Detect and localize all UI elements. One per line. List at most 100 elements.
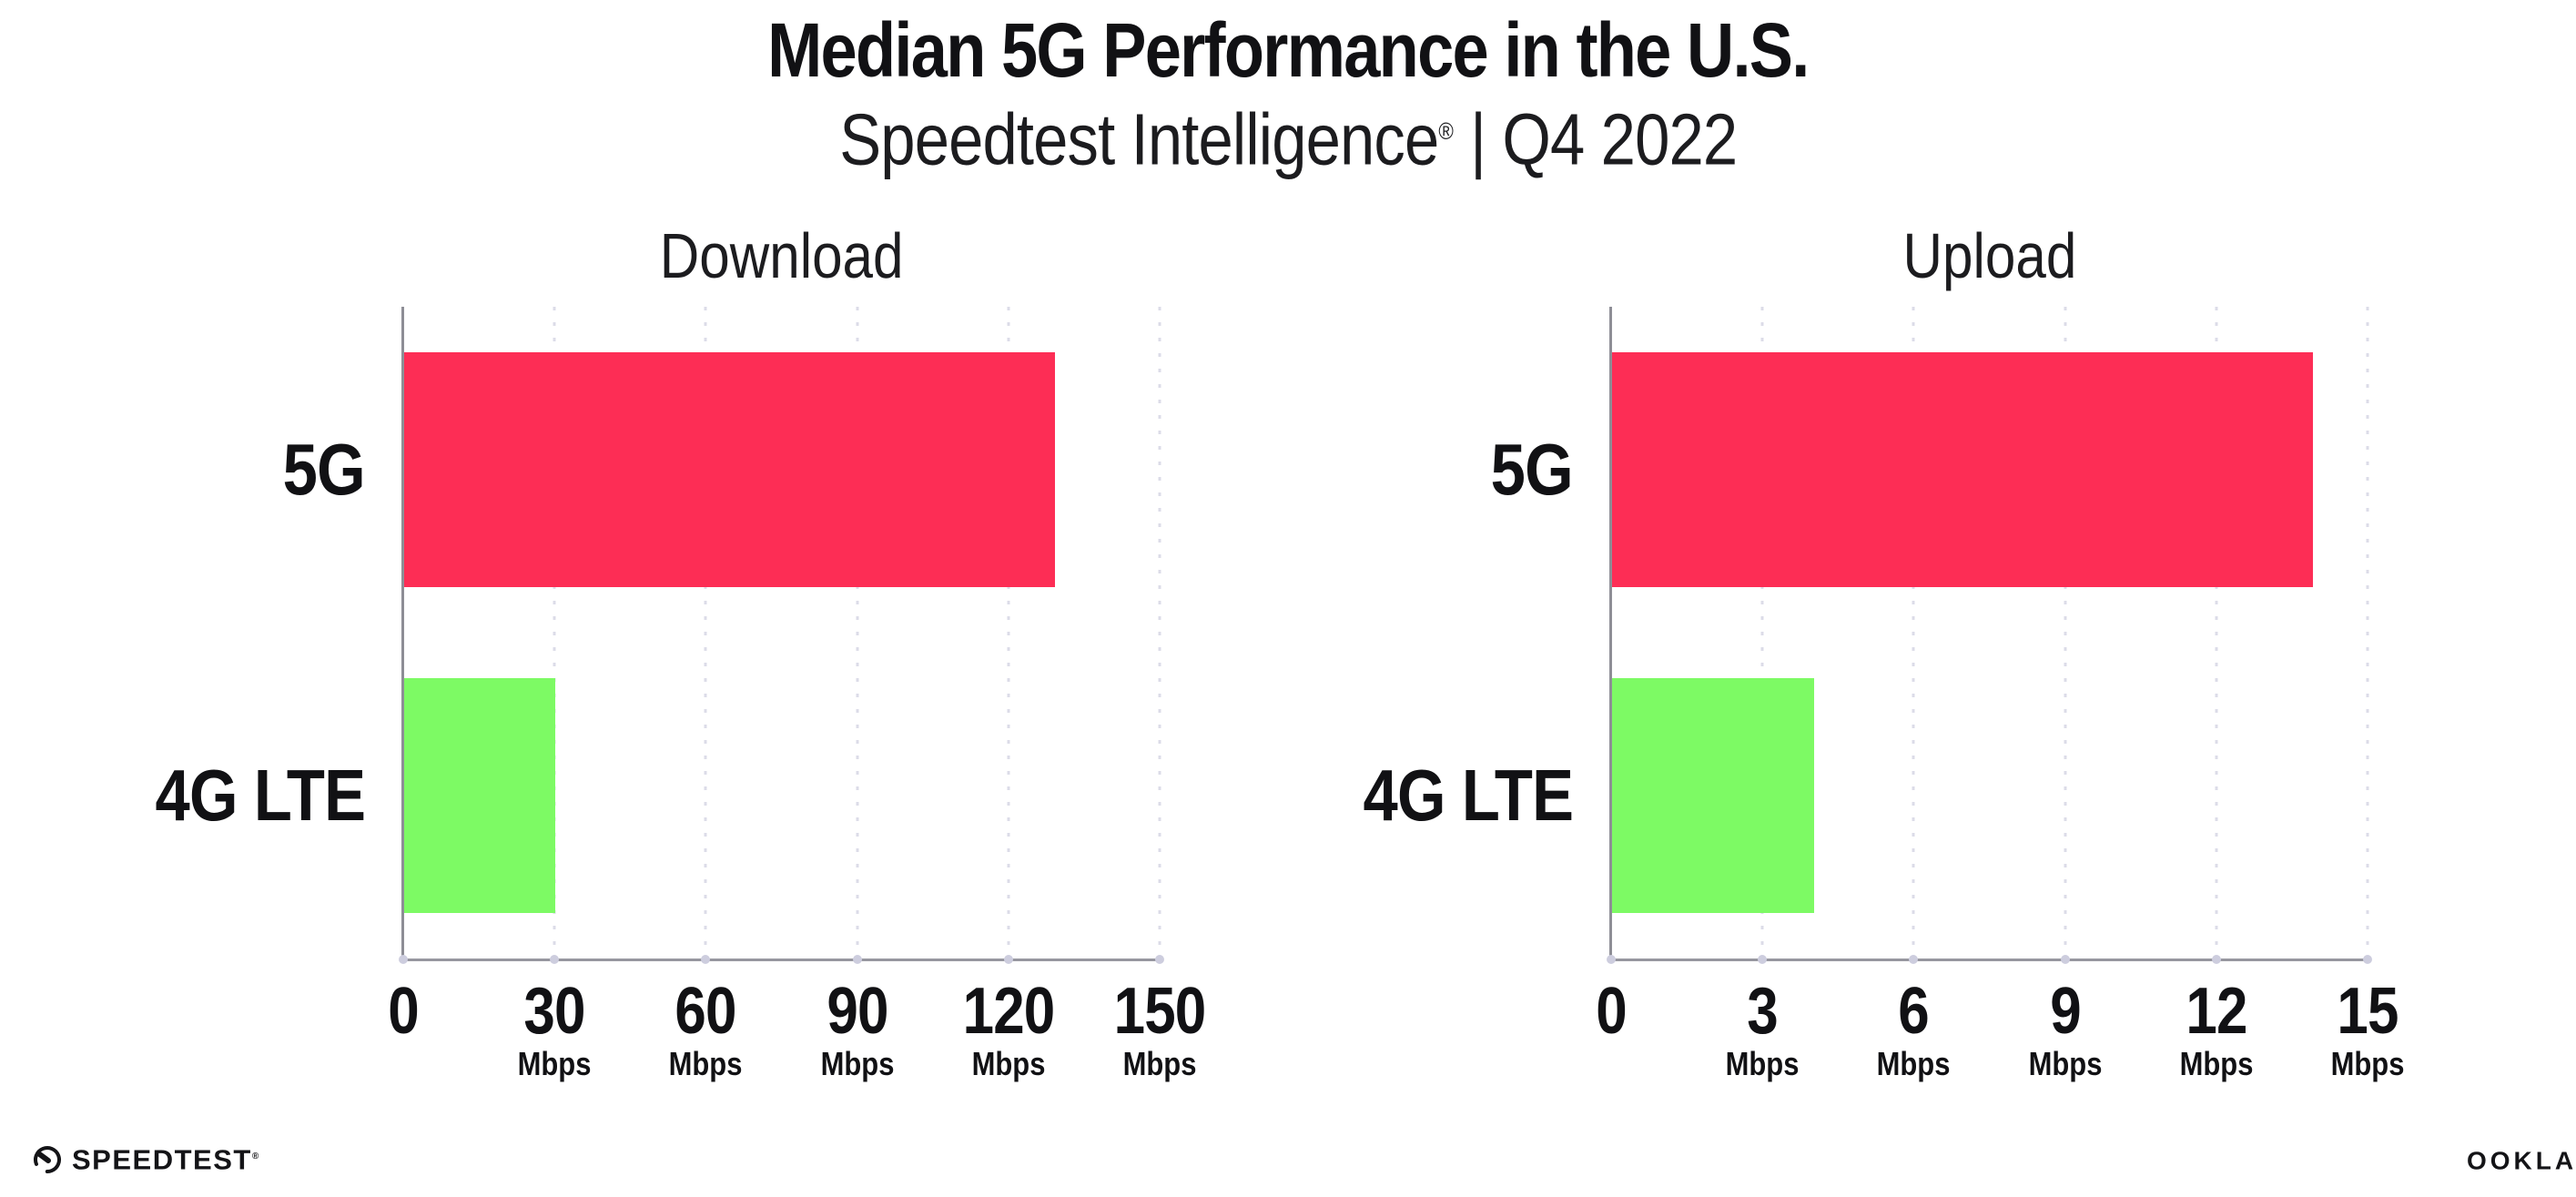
upload-gridline-6 [1912, 307, 1915, 959]
upload-tick-label-text-3: 3 [1747, 975, 1778, 1048]
download-y-axis-spine [401, 307, 404, 961]
upload-tick-label-0: 0 [1593, 975, 1628, 1048]
upload-y-axis-spine [1609, 307, 1612, 961]
download-tick-label-0: 0 [385, 975, 421, 1048]
download-plot-area [399, 307, 1164, 964]
upload-tick-unit-6: Mbps [1871, 1047, 1956, 1081]
upload-category-label-5g: 5G [1174, 429, 1574, 510]
ookla-wordmark-text: OOKLA [2467, 1146, 2576, 1175]
download-bar-4g-lte [404, 678, 556, 913]
download-tick-label-text-60: 60 [674, 975, 737, 1048]
upload-tick-mark-6 [1909, 955, 1919, 964]
download-tick-mark-60 [701, 955, 711, 964]
upload-chart-title-text: Upload [1902, 220, 2076, 291]
upload-bar-4g-lte [1612, 678, 1814, 913]
upload-tick-unit-text-9: Mbps [2028, 1045, 2103, 1082]
download-tick-unit-text-60: Mbps [668, 1045, 743, 1082]
download-tick-label-text-120: 120 [962, 975, 1055, 1048]
page-subtitle-text: Speedtest Intelligence® | Q4 2022 [838, 91, 1738, 180]
upload-tick-label-3: 3 [1745, 975, 1780, 1048]
upload-tick-label-text-12: 12 [2186, 975, 2247, 1048]
download-gridline-150 [1158, 307, 1161, 959]
download-bar-5g [404, 352, 1055, 587]
upload-category-label-text-5g: 5G [1490, 429, 1574, 510]
download-gridline-30 [553, 307, 556, 959]
upload-tick-unit-text-6: Mbps [1876, 1045, 1951, 1082]
download-tick-mark-30 [550, 955, 560, 964]
upload-gridline-15 [2366, 307, 2369, 959]
download-tick-unit-90: Mbps [815, 1047, 900, 1081]
subtitle-period: | Q4 2022 [1453, 98, 1738, 180]
download-gridline-90 [856, 307, 859, 959]
upload-tick-label-text-6: 6 [1898, 975, 1930, 1048]
download-tick-unit-text-120: Mbps [971, 1045, 1046, 1082]
download-tick-label-text-90: 90 [827, 975, 888, 1048]
upload-tick-unit-12: Mbps [2174, 1047, 2259, 1081]
download-tick-label-90: 90 [822, 975, 893, 1048]
download-tick-unit-30: Mbps [512, 1047, 597, 1081]
download-gridline-120 [1007, 307, 1010, 959]
upload-chart-title: Upload [1611, 222, 2368, 289]
download-tick-unit-60: Mbps [663, 1047, 748, 1081]
upload-tick-unit-3: Mbps [1719, 1047, 1805, 1081]
upload-tick-mark-9 [2060, 955, 2070, 964]
download-tick-unit-text-30: Mbps [517, 1045, 592, 1082]
registered-trademark-icon: ® [1438, 117, 1454, 145]
upload-tick-unit-9: Mbps [2023, 1047, 2108, 1081]
upload-gridline-9 [2064, 307, 2067, 959]
upload-tick-unit-text-15: Mbps [2330, 1045, 2405, 1082]
download-tick-unit-120: Mbps [966, 1047, 1051, 1081]
download-tick-label-150: 150 [1106, 975, 1212, 1048]
page-title: Median 5G Performance in the U.S. [0, 9, 2576, 91]
upload-category-label-4g-lte: 4G LTE [1174, 759, 1573, 832]
download-x-axis-line [401, 959, 1162, 961]
speedtest-wordmark-text: SPEEDTEST [72, 1143, 252, 1176]
download-category-label-4g-lte: 4G LTE [0, 759, 365, 832]
download-tick-unit-text-150: Mbps [1122, 1045, 1197, 1082]
upload-tick-unit-text-3: Mbps [1725, 1045, 1800, 1082]
upload-tick-label-9: 9 [2047, 975, 2083, 1048]
download-tick-unit-text-90: Mbps [820, 1045, 895, 1082]
speedtest-registered-icon: ® [251, 1151, 260, 1161]
download-chart-title-text: Download [659, 220, 904, 291]
upload-bar-5g [1612, 352, 2314, 587]
download-category-label-text-4g-lte: 4G LTE [155, 755, 365, 836]
upload-category-label-text-4g-lte: 4G LTE [1363, 755, 1573, 836]
download-tick-label-text-30: 30 [523, 975, 586, 1048]
download-tick-unit-150: Mbps [1117, 1047, 1202, 1081]
upload-tick-unit-15: Mbps [2325, 1047, 2410, 1081]
download-tick-mark-120 [1003, 955, 1013, 964]
page-title-text: Median 5G Performance in the U.S. [767, 7, 1810, 93]
download-tick-mark-90 [852, 955, 862, 964]
download-tick-label-text-0: 0 [388, 975, 419, 1048]
upload-tick-mark-12 [2211, 955, 2221, 964]
upload-tick-unit-text-12: Mbps [2179, 1045, 2254, 1082]
upload-plot-area [1607, 307, 2372, 964]
ookla-logo: OOKLA® [2467, 1143, 2576, 1174]
speedtest-logo: SPEEDTEST® [31, 1141, 260, 1175]
download-tick-label-30: 30 [519, 975, 590, 1048]
upload-tick-label-text-0: 0 [1596, 975, 1627, 1048]
upload-tick-label-15: 15 [2332, 975, 2403, 1048]
upload-tick-label-6: 6 [1896, 975, 1932, 1048]
upload-chart: Upload 0 3 Mbps 6 Mbps 9 Mbps 12 Mbps 15 Mbps 5G 4G … [1363, 0, 2404, 1197]
upload-tick-label-12: 12 [2181, 975, 2252, 1048]
upload-x-axis-line [1608, 959, 2370, 961]
upload-tick-mark-0 [1607, 955, 1616, 964]
download-tick-label-text-150: 150 [1113, 975, 1207, 1048]
download-gridline-60 [704, 307, 707, 959]
download-tick-mark-0 [399, 955, 408, 964]
download-chart-title: Download [403, 222, 1160, 289]
upload-tick-label-text-9: 9 [2049, 975, 2081, 1048]
download-category-label-text-5g: 5G [282, 429, 366, 510]
upload-tick-label-text-15: 15 [2337, 975, 2399, 1048]
download-tick-mark-150 [1155, 955, 1164, 964]
upload-gridline-12 [2215, 307, 2218, 959]
download-category-label-5g: 5G [0, 429, 366, 510]
upload-gridline-3 [1760, 307, 1764, 959]
subtitle-brand: Speedtest Intelligence [838, 98, 1439, 180]
page-subtitle: Speedtest Intelligence® | Q4 2022 [0, 91, 2576, 180]
upload-tick-mark-15 [2363, 955, 2372, 964]
download-tick-label-120: 120 [955, 975, 1061, 1048]
